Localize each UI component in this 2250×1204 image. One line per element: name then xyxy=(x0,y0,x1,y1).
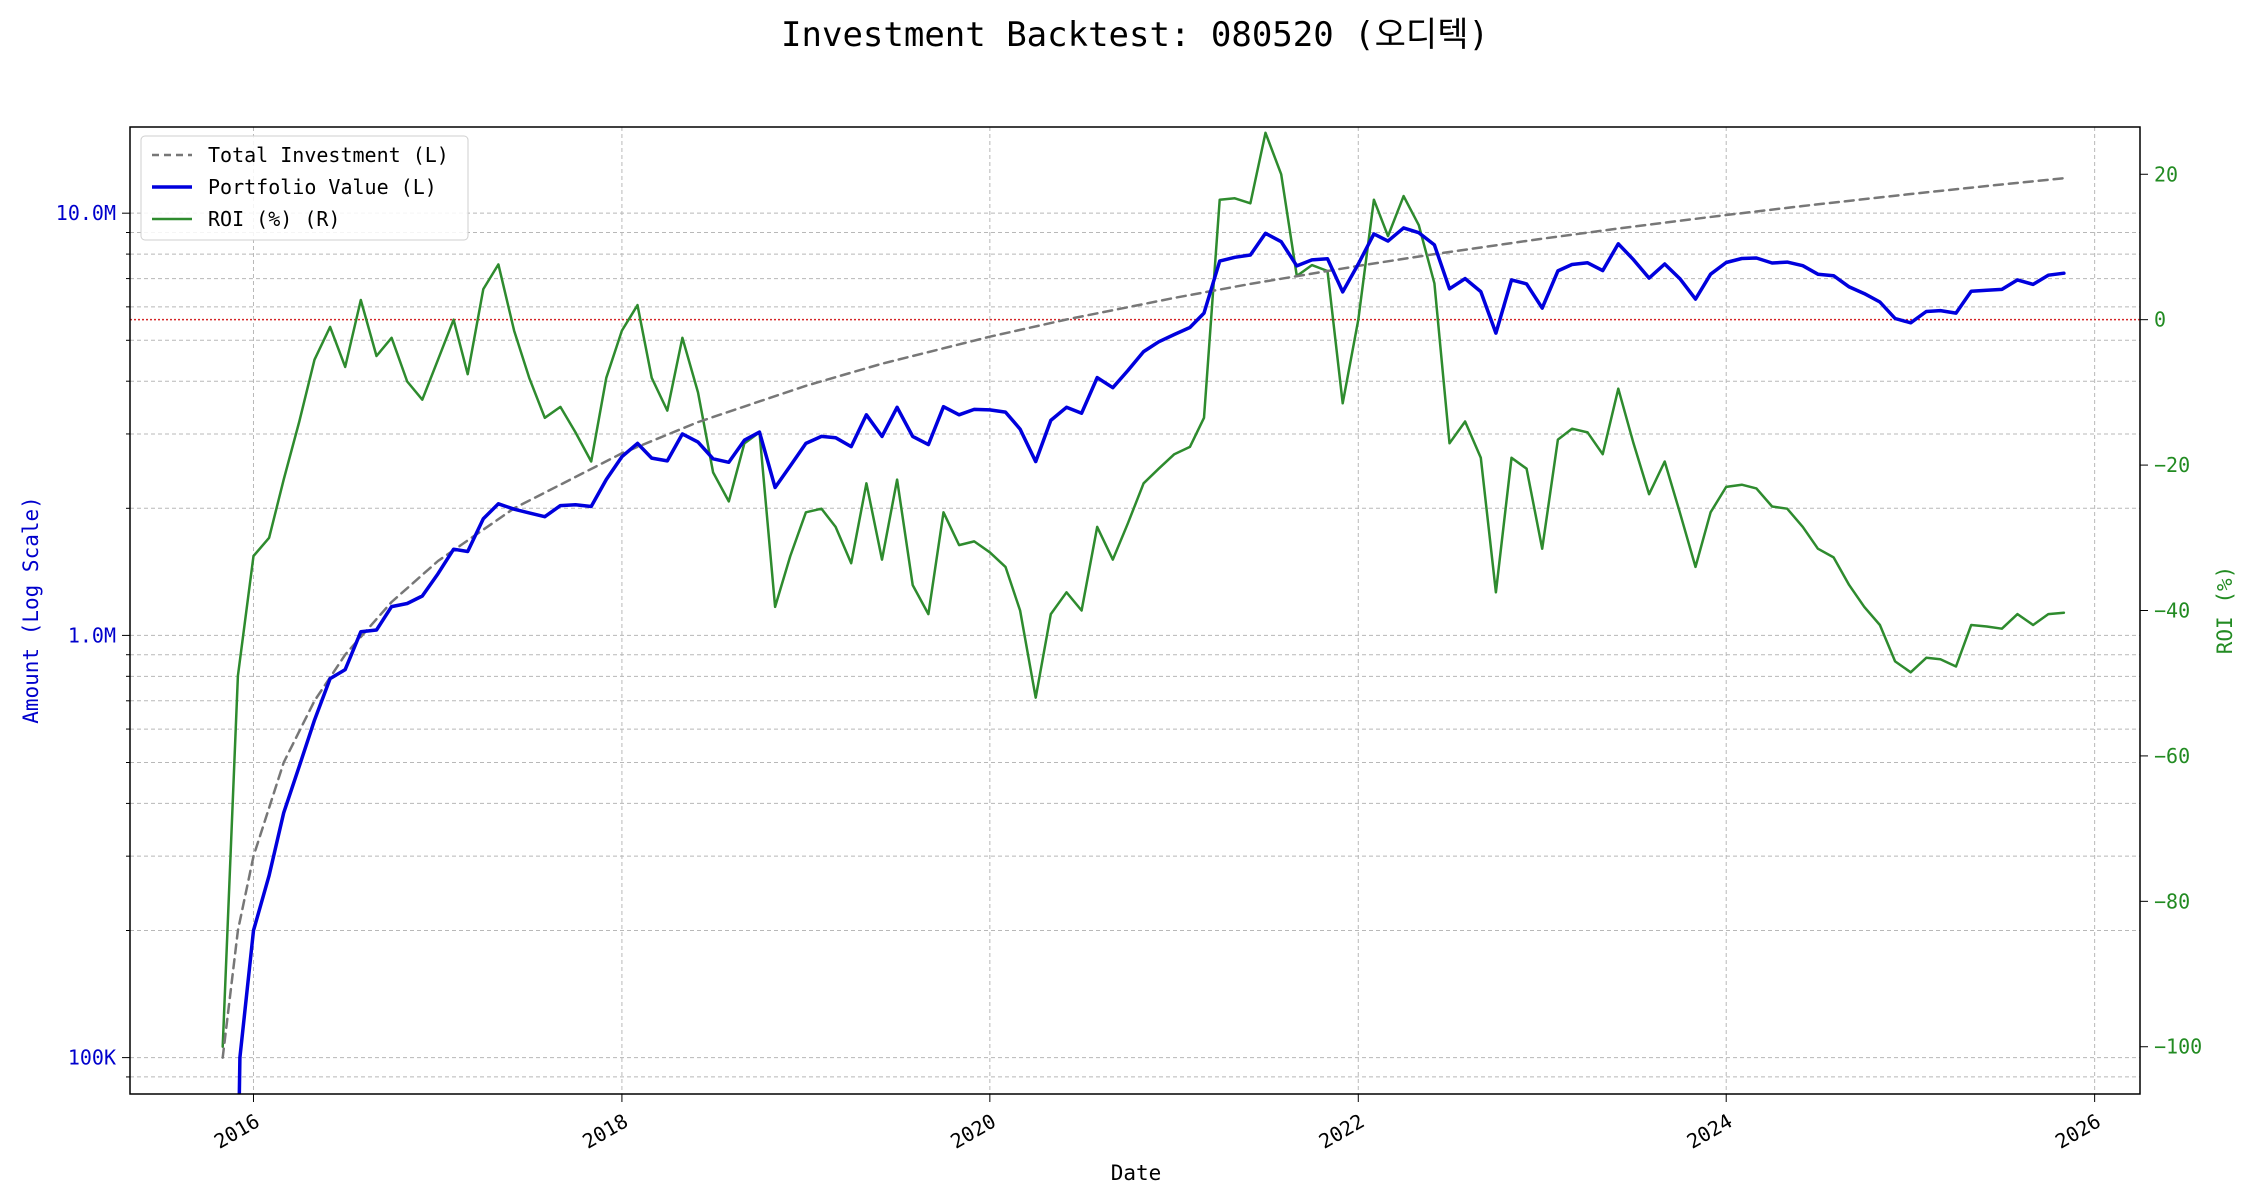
series-layer xyxy=(130,131,2140,1094)
grid xyxy=(130,127,2140,1094)
x-tick-label: 2018 xyxy=(578,1109,632,1154)
y-right-tick-label: −100 xyxy=(2154,1035,2202,1059)
x-tick-label: 2024 xyxy=(1683,1109,1737,1154)
total-investment-line xyxy=(221,176,2066,1059)
y-right-tick-label: −60 xyxy=(2154,744,2190,768)
plot-frame xyxy=(129,126,2141,1095)
legend-label: ROI (%) (R) xyxy=(208,207,340,231)
legend-label: Total Investment (L) xyxy=(208,143,449,167)
x-tick-label: 2020 xyxy=(946,1109,1000,1154)
roi-line xyxy=(221,131,2066,1048)
y-left-tick-label: 1.0M xyxy=(68,623,116,647)
y-right-axis-label: ROI (%) xyxy=(2213,566,2237,655)
y-right-tick-label: −40 xyxy=(2154,599,2190,623)
y-left-axis-label: Amount (Log Scale) xyxy=(19,496,43,724)
legend: Total Investment (L) Portfolio Value (L) R… xyxy=(140,135,469,241)
chart-title: Investment Backtest: 080520 (오디텍) xyxy=(781,15,1489,55)
axis-ticks: 2016 2018 2020 2022 2024 2026 100K 1.0M 10.0M 20 0… xyxy=(56,162,2202,1153)
x-tick-label: 2022 xyxy=(1315,1109,1369,1154)
legend-label: Portfolio Value (L) xyxy=(208,175,437,199)
y-left-tick-label: 100K xyxy=(68,1046,116,1070)
y-right-tick-label: 0 xyxy=(2154,308,2166,332)
x-tick-label: 2026 xyxy=(2051,1109,2105,1154)
x-axis-label: Date xyxy=(1111,1161,1162,1185)
y-right-tick-label: 20 xyxy=(2154,162,2178,186)
legend-box xyxy=(140,135,469,241)
y-right-tick-label: −80 xyxy=(2154,889,2190,913)
x-tick-label: 2016 xyxy=(210,1109,264,1154)
y-right-tick-label: −20 xyxy=(2154,453,2190,477)
portfolio-value-line xyxy=(237,226,2066,1094)
y-left-tick-label: 10.0M xyxy=(56,201,116,225)
